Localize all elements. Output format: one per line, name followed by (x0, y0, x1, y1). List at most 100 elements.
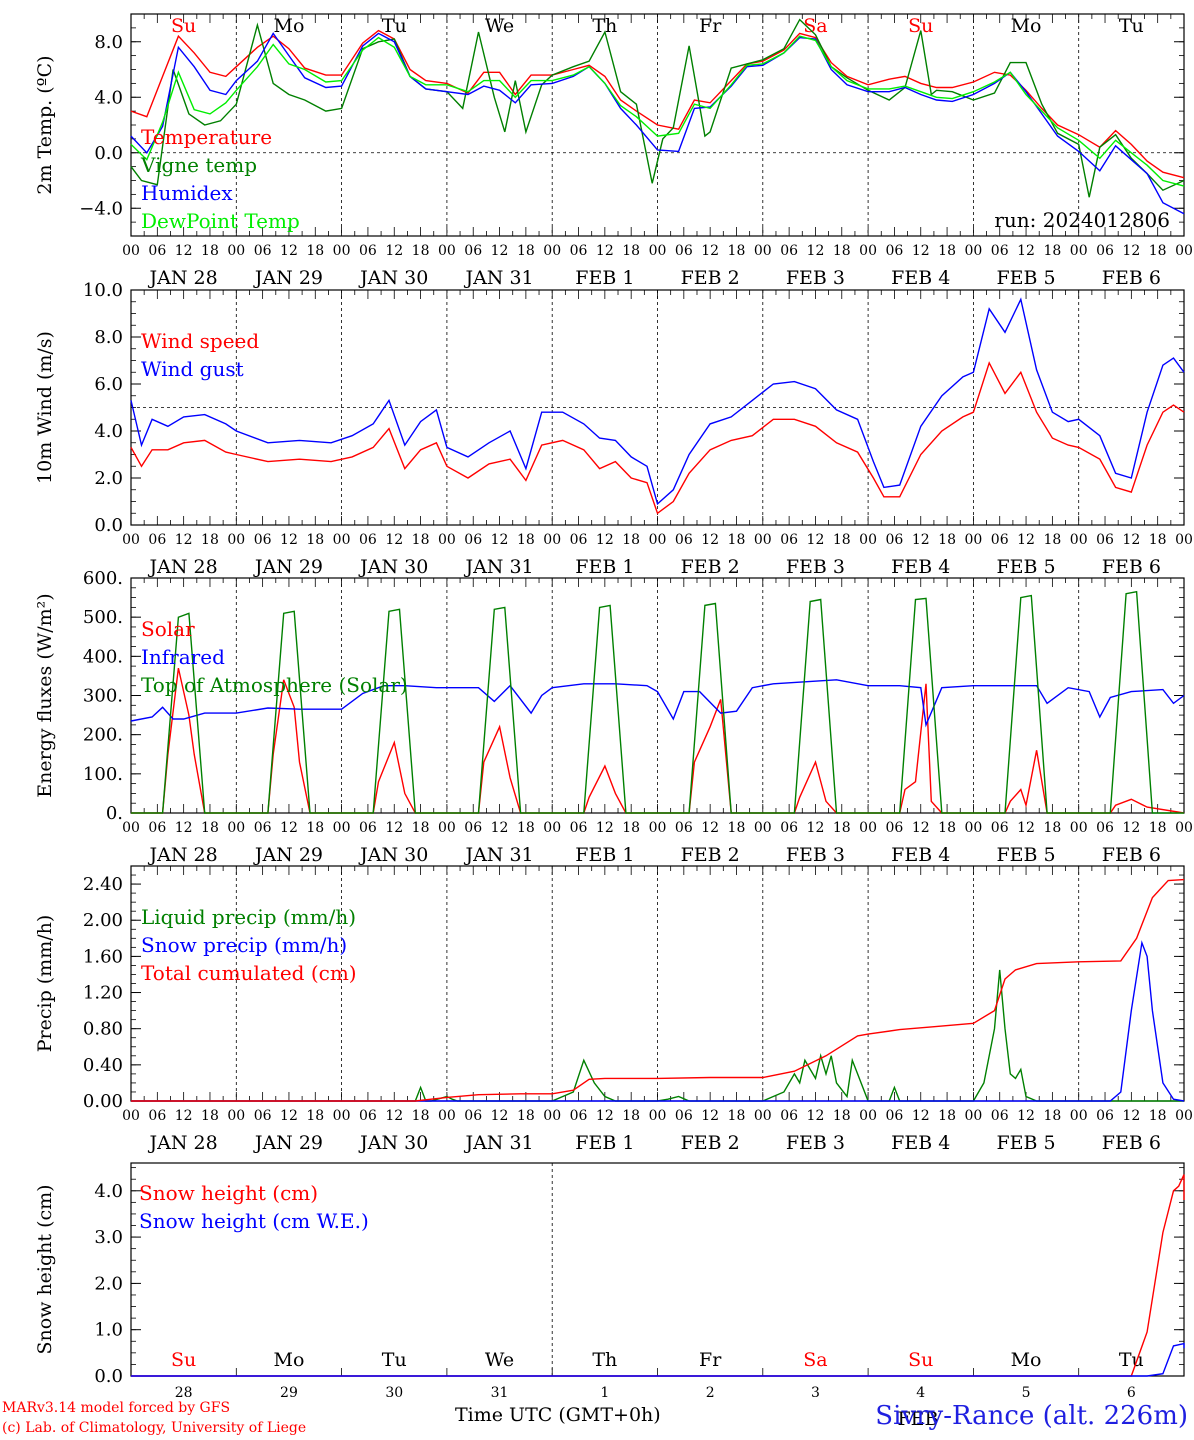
legend-entry: DewPoint Temp (141, 209, 300, 233)
hour-tick-label: 00 (649, 1108, 667, 1124)
hour-tick-label: 06 (675, 243, 693, 259)
hour-tick-label: 06 (991, 1108, 1009, 1124)
hour-tick-label: 12 (280, 532, 298, 548)
hour-tick-label: 12 (280, 820, 298, 836)
hour-tick-label: 18 (1043, 243, 1061, 259)
hour-tick-label: 18 (1149, 532, 1167, 548)
weekday-label: Sa (803, 15, 827, 37)
hour-tick-label: 00 (227, 532, 245, 548)
hour-tick-label: 12 (912, 1108, 930, 1124)
date-label: JAN 29 (253, 556, 323, 578)
hour-tick-label: 18 (728, 1108, 746, 1124)
chart-panel-3: 0. 100. 200. 300. 400. 500. 600. 00 06 12 18 00 06 12… (34, 568, 1193, 866)
date-label: JAN 28 (148, 844, 218, 866)
hour-tick-label: 06 (675, 820, 693, 836)
hour-tick-label: 12 (175, 243, 193, 259)
date-label: FEB 5 (996, 844, 1055, 866)
hour-tick-label: 18 (412, 820, 430, 836)
hour-tick-label: 06 (359, 1108, 377, 1124)
hour-tick-label: 00 (859, 1108, 877, 1124)
series-line (131, 940, 1185, 1102)
hour-tick-label: 06 (1096, 532, 1114, 548)
hour-tick-label: 06 (780, 1108, 798, 1124)
run-label: run: 2024012806 (994, 208, 1170, 232)
hour-tick-label: 06 (148, 820, 166, 836)
date-label: FEB 2 (681, 267, 740, 289)
hour-tick-label: 00 (333, 532, 351, 548)
hour-tick-label: 00 (859, 532, 877, 548)
day-number-label: 3 (811, 1385, 820, 1401)
hour-tick-label: 06 (464, 243, 482, 259)
hour-tick-label: 12 (175, 820, 193, 836)
hour-tick-label: 18 (201, 532, 219, 548)
legend-entry: Snow height (cm) (139, 1181, 318, 1205)
hour-tick-label: 00 (649, 243, 667, 259)
hour-tick-label: 12 (596, 820, 614, 836)
legend-entry: Wind speed (141, 329, 259, 353)
hour-tick-label: 12 (1122, 243, 1140, 259)
day-number-label: 6 (1127, 1385, 1136, 1401)
hour-tick-label: 06 (675, 1108, 693, 1124)
hour-tick-label: 18 (201, 243, 219, 259)
date-label: FEB 4 (891, 556, 950, 578)
hour-tick-label: 06 (991, 820, 1009, 836)
y-tick-label: 0.0 (94, 515, 123, 536)
date-label: JAN 30 (358, 556, 428, 578)
date-label: FEB 6 (1102, 267, 1161, 289)
hour-tick-label: 18 (412, 532, 430, 548)
hour-tick-label: 18 (938, 1108, 956, 1124)
hour-tick-label: 18 (938, 820, 956, 836)
weekday-label: Fr (699, 1349, 722, 1371)
date-label: JAN 28 (148, 556, 218, 578)
hour-tick-label: 00 (543, 820, 561, 836)
hour-tick-label: 00 (122, 820, 140, 836)
y-tick-label: 0. (106, 803, 123, 824)
hour-tick-label: 06 (675, 532, 693, 548)
series-line (130, 18, 1185, 198)
date-label: FEB 1 (575, 267, 634, 289)
day-number-label: 30 (385, 1385, 403, 1401)
hour-tick-label: 06 (886, 532, 904, 548)
hour-tick-label: 06 (780, 243, 798, 259)
hour-tick-label: 12 (912, 243, 930, 259)
series-line (131, 590, 1184, 814)
y-tick-label: 6.0 (94, 374, 123, 395)
hour-tick-label: 00 (964, 243, 982, 259)
legend-entry: Humidex (141, 181, 233, 205)
hour-tick-label: 06 (570, 532, 588, 548)
hour-tick-label: 00 (964, 1108, 982, 1124)
day-number-label: 28 (175, 1385, 193, 1401)
hour-tick-label: 18 (833, 532, 851, 548)
y-tick-label: 1.60 (83, 946, 123, 967)
hour-tick-label: 12 (807, 1108, 825, 1124)
hour-tick-label: 00 (1175, 243, 1193, 259)
y-tick-label: 200. (83, 725, 123, 746)
hour-tick-label: 00 (333, 1108, 351, 1124)
time-axis-label: Time UTC (GMT+0h) (455, 1404, 661, 1426)
day-number-label: 29 (280, 1385, 298, 1401)
hour-tick-label: 12 (1122, 820, 1140, 836)
weekday-label: Mo (273, 1349, 304, 1371)
hour-tick-label: 12 (912, 820, 930, 836)
series-line (130, 679, 1185, 728)
hour-tick-label: 06 (254, 532, 272, 548)
weekday-label: Mo (1011, 1349, 1042, 1371)
hour-tick-label: 18 (517, 532, 535, 548)
date-label: FEB 3 (786, 1132, 845, 1154)
date-label: FEB 2 (681, 844, 740, 866)
date-label: FEB 1 (575, 556, 634, 578)
hour-tick-label: 18 (306, 820, 324, 836)
hour-tick-label: 12 (1017, 532, 1035, 548)
y-axis-label: 10m Wind (m/s) (34, 331, 56, 484)
hour-tick-label: 06 (464, 820, 482, 836)
y-tick-label: 1.20 (83, 983, 123, 1004)
y-tick-label: 1.0 (94, 1320, 123, 1341)
y-tick-label: 300. (83, 686, 123, 707)
hour-tick-label: 18 (622, 532, 640, 548)
series-line (131, 1342, 1185, 1377)
hour-tick-label: 00 (333, 243, 351, 259)
hour-tick-label: 06 (148, 532, 166, 548)
hour-tick-label: 06 (464, 1108, 482, 1124)
weekday-label: Su (171, 15, 196, 37)
weekday-label: Su (171, 1349, 196, 1371)
